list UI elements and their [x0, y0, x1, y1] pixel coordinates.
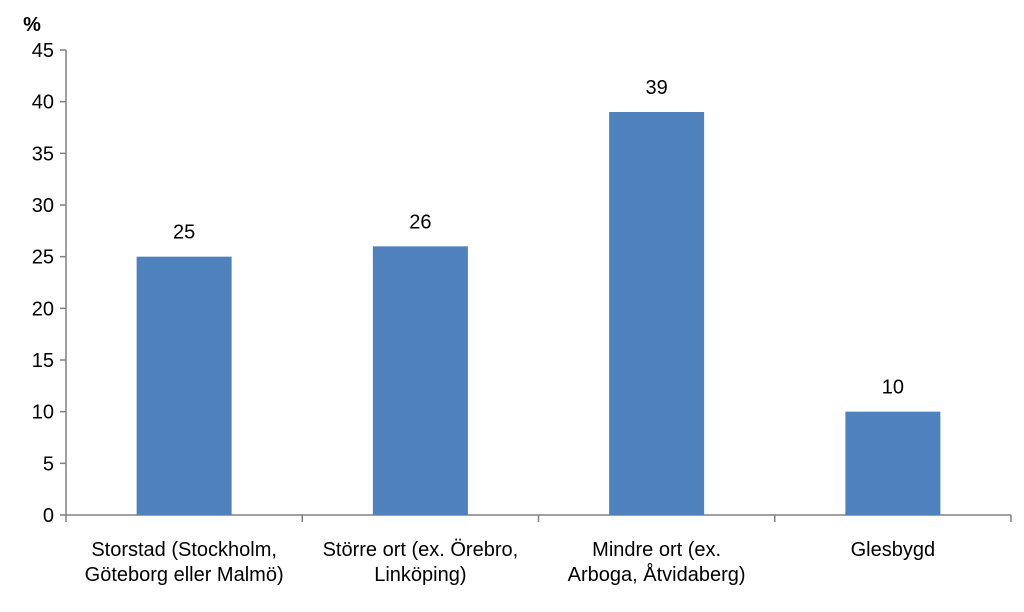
y-tick-label: 40 — [32, 92, 54, 114]
category-label: Linköping) — [374, 564, 466, 586]
y-tick-label: 45 — [32, 40, 54, 62]
data-label: 39 — [646, 77, 668, 99]
y-tick-label: 30 — [32, 195, 54, 217]
data-label: 25 — [173, 222, 195, 244]
y-tick-label: 20 — [32, 298, 54, 320]
y-axis: 0 5 10 15 20 25 30 35 40 45 — [32, 40, 67, 527]
y-tick-label: 35 — [32, 143, 54, 165]
bar — [372, 246, 468, 516]
bar — [136, 256, 232, 515]
category-label: Arboga, Åtvidaberg) — [568, 563, 746, 586]
y-axis-unit-label: % — [23, 14, 41, 36]
data-labels: 25 26 39 10 — [173, 77, 904, 399]
category-label: Göteborg eller Malmö) — [85, 564, 284, 586]
y-tick-label: 10 — [32, 402, 54, 424]
bar — [609, 112, 705, 515]
y-tick-label: 5 — [43, 453, 54, 475]
y-tick-label: 0 — [43, 505, 54, 527]
y-tick-label: 25 — [32, 247, 54, 269]
category-label: Mindre ort (ex. — [592, 539, 721, 561]
data-label: 26 — [409, 211, 431, 233]
y-tick-label: 15 — [32, 350, 54, 372]
category-label: Större ort (ex. Örebro, — [323, 539, 519, 561]
category-label: Storstad (Stockholm, — [91, 539, 277, 561]
bar — [845, 411, 941, 515]
bars — [136, 112, 941, 516]
category-label: Glesbygd — [851, 539, 936, 561]
data-label: 10 — [882, 377, 904, 399]
x-axis: Storstad (Stockholm, Göteborg eller Malmö… — [65, 514, 1012, 586]
